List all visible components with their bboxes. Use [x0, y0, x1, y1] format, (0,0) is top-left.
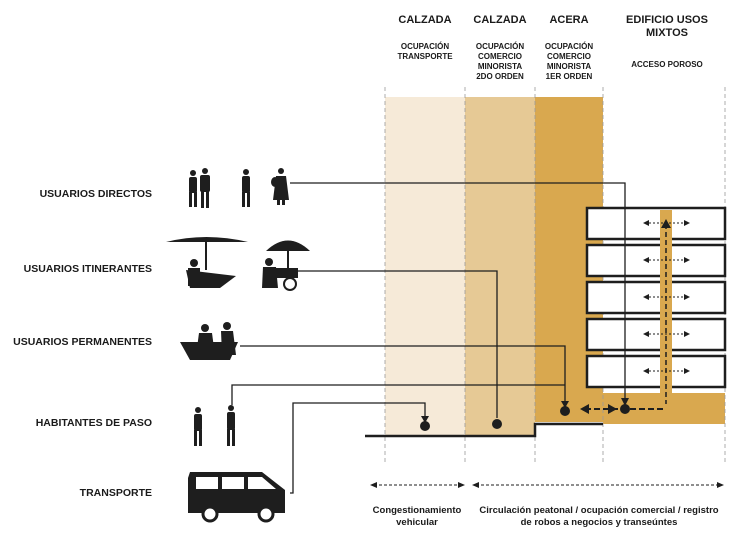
zone-calzada-transporte — [385, 97, 465, 437]
column-4-title: EDIFICIO USOS MIXTOS — [626, 14, 708, 39]
column-4-subtitle: ACCESO POROSO — [631, 60, 703, 69]
column-3-subtitle: OCUPACIÓN COMERCIO MINORISTA 1ER ORDEN — [544, 42, 594, 81]
walking-people-icon — [194, 405, 235, 446]
line-habitantes-de-paso — [231, 384, 565, 405]
street-vendors-icon — [166, 237, 310, 291]
line-transporte — [290, 402, 426, 494]
zone-calzada-comercio — [465, 97, 535, 437]
connection-arrowheads — [421, 398, 629, 423]
pedestrians-icon — [189, 168, 289, 208]
line-usuarios-directos — [290, 182, 626, 400]
column-2-subtitle: OCUPACIÓN COMERCIO MINORISTA 2DO ORDEN — [475, 42, 525, 81]
row-label-usuarios-itinerantes: USUARIOS ITINERANTES — [23, 263, 152, 275]
column-1-title: CALZADA — [398, 14, 452, 26]
seated-vendors-icon — [180, 322, 238, 360]
row-label-usuarios-permanentes: USUARIOS PERMANENTES — [13, 336, 152, 348]
link-arrow-mid — [608, 404, 617, 414]
caption-circulacion-peatonal: Circulación peatonal / ocupación comerci… — [479, 505, 719, 528]
ground-line — [365, 422, 603, 438]
bottom-arrowheads — [370, 482, 724, 488]
floor-arrowheads — [643, 220, 690, 374]
column-2-title: CALZADA — [473, 14, 527, 26]
link-arrow-left — [580, 404, 589, 414]
connection-lines — [231, 182, 626, 494]
building-floors — [585, 206, 727, 389]
row-label-habitantes-de-paso: HABITANTES DE PASO — [35, 417, 152, 429]
row-label-usuarios-directos: USUARIOS DIRECTOS — [39, 188, 152, 200]
van-icon — [188, 472, 285, 523]
floor-arrows — [645, 222, 688, 372]
row-label-transporte: TRANSPORTE — [79, 487, 152, 499]
line-usuarios-itinerantes — [290, 270, 498, 418]
column-3-title: ACERA — [549, 14, 589, 26]
caption-congestionamiento: Congestionamiento vehicular — [372, 505, 462, 528]
column-1-subtitle: OCUPACIÓN TRANSPORTE — [397, 42, 453, 61]
